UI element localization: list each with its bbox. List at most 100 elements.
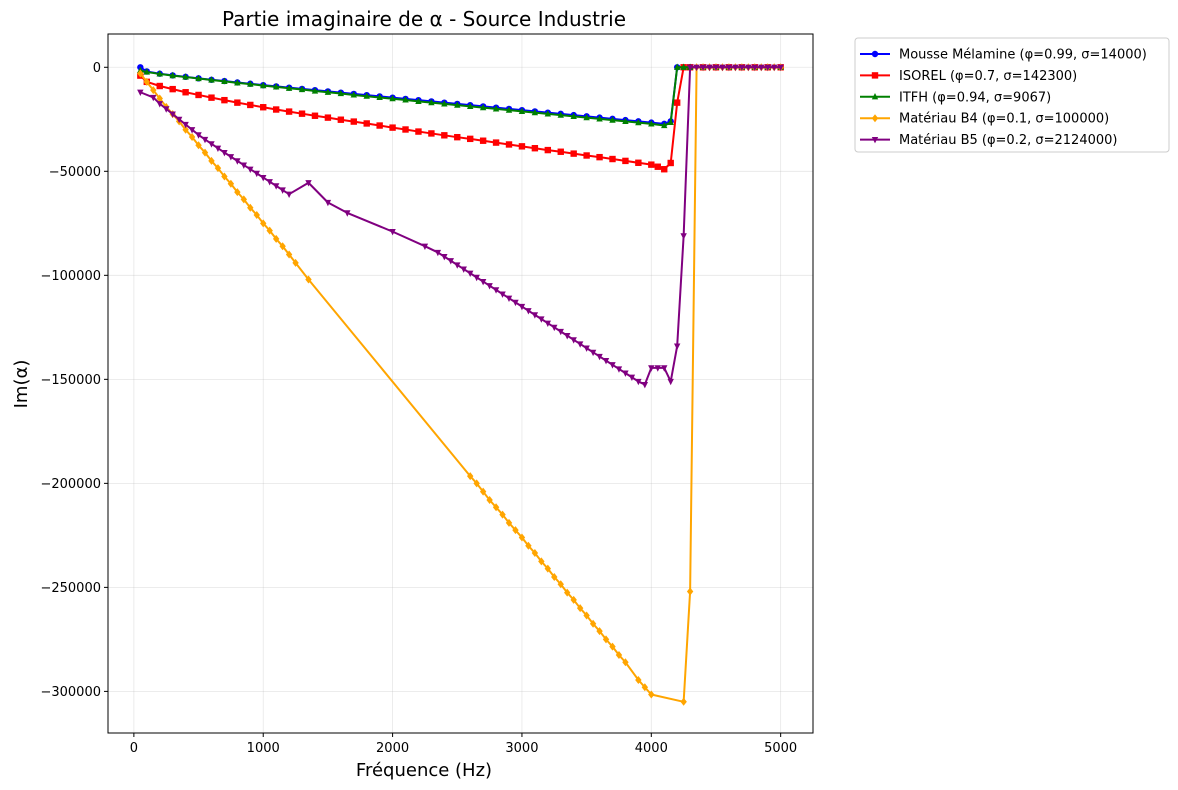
data-point xyxy=(285,84,293,91)
data-point xyxy=(195,91,202,99)
data-point xyxy=(673,63,681,70)
data-point xyxy=(260,104,267,111)
data-point xyxy=(441,253,448,261)
data-point xyxy=(247,203,254,212)
series-5 xyxy=(137,64,784,389)
data-point xyxy=(686,64,694,72)
data-point xyxy=(544,146,552,154)
series-line xyxy=(139,66,781,386)
data-point xyxy=(415,97,422,105)
data-point xyxy=(156,70,163,77)
data-point xyxy=(531,145,539,152)
data-point xyxy=(169,111,176,118)
data-point xyxy=(486,496,493,504)
data-point xyxy=(661,166,668,173)
data-point xyxy=(182,121,189,129)
data-point xyxy=(531,549,539,558)
data-point xyxy=(421,243,429,250)
data-point xyxy=(221,172,228,181)
data-point xyxy=(434,249,442,257)
legend-label: Mousse Mélamine (φ=0.99, σ=14000) xyxy=(899,48,1147,63)
data-point xyxy=(609,362,616,369)
data-point xyxy=(570,112,577,119)
x-tick-label: 0 xyxy=(130,741,138,756)
chart-title: Partie imaginaire de α - Source Industri… xyxy=(222,7,626,31)
data-point xyxy=(725,64,733,72)
y-tick-label: −200000 xyxy=(40,477,101,492)
data-point xyxy=(266,226,273,235)
data-point xyxy=(505,106,513,113)
data-point xyxy=(253,170,260,178)
data-point xyxy=(214,164,222,173)
data-point xyxy=(221,149,228,157)
data-point xyxy=(505,295,513,303)
data-point xyxy=(770,64,778,72)
y-tick-label: −50000 xyxy=(49,165,101,180)
data-point xyxy=(298,85,306,93)
data-point xyxy=(363,92,370,99)
data-point xyxy=(492,105,500,112)
data-point xyxy=(227,179,235,188)
data-point xyxy=(583,345,590,352)
data-point xyxy=(673,343,681,350)
data-point xyxy=(570,337,577,344)
data-point xyxy=(156,82,163,90)
legend-marker xyxy=(871,93,879,100)
data-point xyxy=(260,219,267,228)
data-point xyxy=(305,275,312,284)
data-point xyxy=(363,120,370,127)
data-point xyxy=(557,328,564,336)
data-point xyxy=(758,64,765,72)
legend-label: ISOREL (φ=0.7, σ=142300) xyxy=(899,69,1077,84)
data-point xyxy=(311,112,319,119)
x-axis-ticks: 0 1000 2000 3000 4000 5000 xyxy=(130,733,797,756)
data-point xyxy=(169,85,176,93)
data-point xyxy=(680,233,687,240)
data-point xyxy=(272,183,280,190)
data-point xyxy=(648,161,655,168)
data-point xyxy=(492,287,500,294)
data-point xyxy=(518,533,526,542)
data-point xyxy=(137,89,144,97)
y-tick-label: −250000 xyxy=(40,581,101,596)
data-point xyxy=(201,136,209,144)
data-point xyxy=(266,179,273,186)
data-point xyxy=(538,557,545,566)
data-point xyxy=(622,658,629,667)
data-point xyxy=(712,64,720,72)
data-point xyxy=(234,158,241,165)
data-point xyxy=(272,106,280,113)
data-point xyxy=(667,118,674,126)
data-point xyxy=(240,195,248,204)
data-point xyxy=(719,64,726,72)
data-point xyxy=(751,64,758,72)
data-point xyxy=(260,174,267,182)
legend-marker xyxy=(871,114,879,123)
data-point xyxy=(376,93,383,101)
data-point xyxy=(324,199,332,207)
data-point xyxy=(544,110,552,117)
data-point xyxy=(324,88,332,95)
data-point xyxy=(188,127,196,134)
data-point xyxy=(195,74,202,82)
data-point xyxy=(745,64,752,72)
data-point xyxy=(615,366,623,373)
data-point xyxy=(389,94,396,102)
data-point xyxy=(467,270,474,278)
data-point xyxy=(518,107,526,114)
data-point xyxy=(150,86,157,95)
data-point xyxy=(557,580,564,589)
data-point xyxy=(473,479,480,488)
data-point xyxy=(402,126,409,133)
data-point xyxy=(654,163,661,170)
legend-label: Matériau B5 (φ=0.2, σ=2124000) xyxy=(899,133,1117,148)
data-point xyxy=(441,100,448,107)
legend: Mousse Mélamine (φ=0.99, σ=14000) ISOREL … xyxy=(854,37,1170,153)
data-point xyxy=(298,110,306,117)
data-point xyxy=(240,162,248,169)
data-point xyxy=(531,312,539,319)
data-point xyxy=(428,130,435,137)
data-point xyxy=(680,63,687,70)
x-tick-label: 1000 xyxy=(247,741,280,756)
data-point xyxy=(376,122,383,129)
